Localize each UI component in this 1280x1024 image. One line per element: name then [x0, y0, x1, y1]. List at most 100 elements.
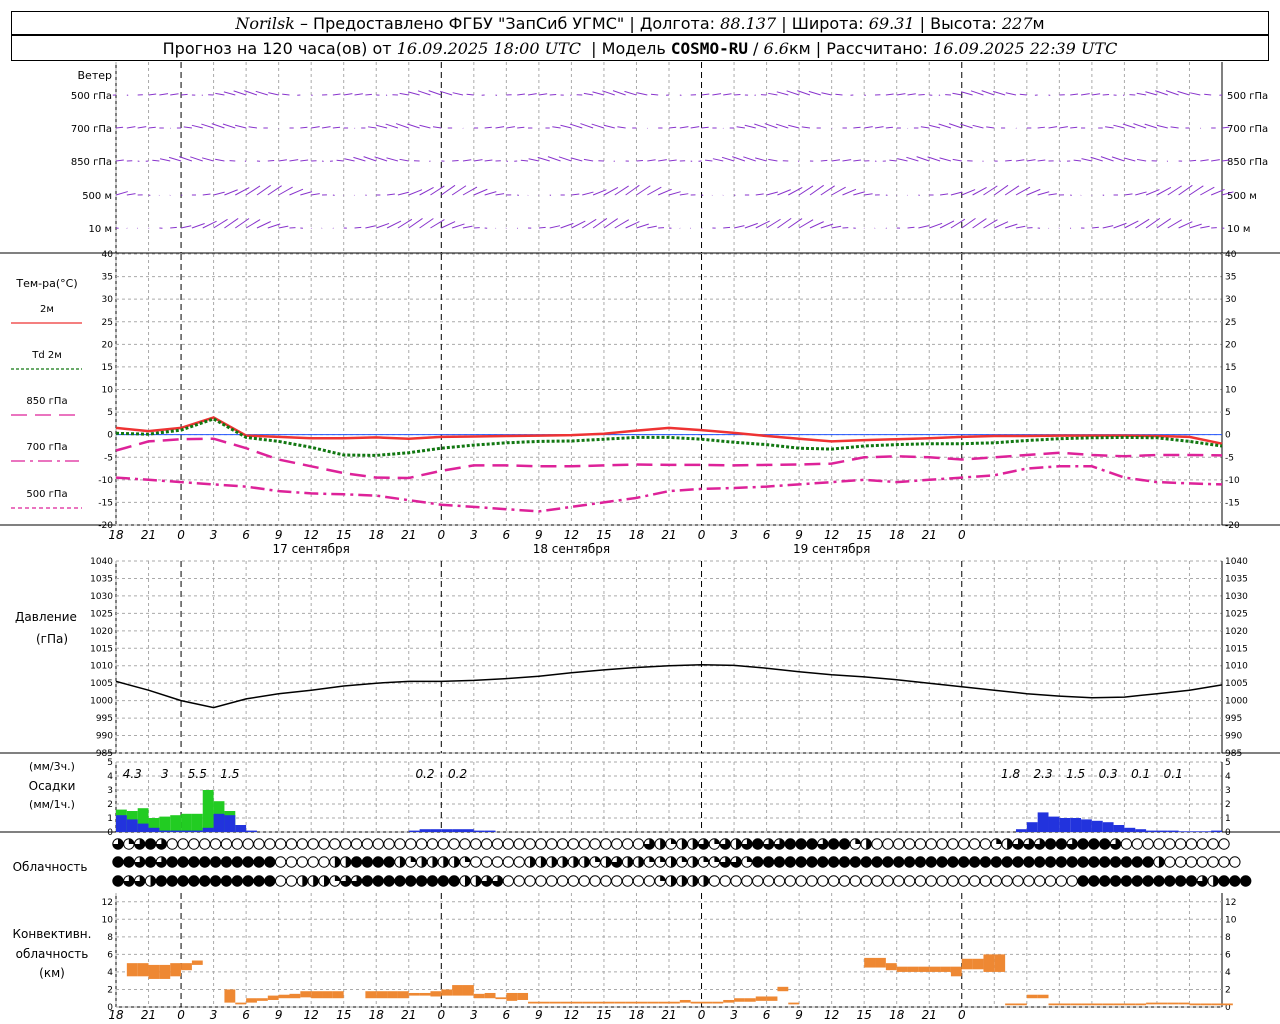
wind-barb — [874, 126, 884, 129]
cloud-symbol — [1077, 875, 1089, 887]
conv-panel-tick-right: 2 — [1225, 985, 1231, 995]
time-tick-label-bottom: 21 — [922, 1008, 937, 1022]
pressure-panel-tick-left: 1010 — [90, 662, 113, 672]
conv-cloud-bar — [289, 993, 301, 999]
cloud-symbol-outline — [925, 875, 937, 887]
cloud-symbol-fill — [221, 856, 232, 868]
cloud-symbol — [958, 856, 970, 868]
cloud-symbol — [524, 875, 536, 887]
wind-barb — [1015, 159, 1025, 162]
cloud-symbol — [1196, 838, 1209, 850]
cloud-symbol — [470, 838, 482, 850]
wind-barb — [126, 126, 136, 129]
cloud-symbol-outline — [730, 875, 742, 887]
wind-barb — [278, 225, 289, 229]
wind-barb — [224, 218, 239, 229]
conv-cloud-bar — [1135, 1003, 1147, 1006]
cloud-symbol — [903, 838, 916, 850]
cloud-symbol — [491, 875, 504, 887]
cloud-symbol — [827, 856, 840, 868]
wind-barb — [115, 126, 124, 129]
cloud-symbol — [1023, 875, 1035, 887]
cloud-symbol-fill — [167, 856, 178, 868]
precip-1h-bar — [181, 830, 192, 832]
cloud-symbol — [708, 838, 721, 850]
cloud-symbol-outline — [882, 838, 894, 850]
cloud-symbol-outline — [567, 875, 580, 887]
conv-cloud-bar — [929, 966, 941, 972]
cloud-symbol-outline — [556, 875, 569, 887]
cloud-symbol — [697, 838, 710, 850]
cloud-symbol-fill — [806, 856, 818, 868]
cloud-symbol-fill — [720, 838, 731, 850]
pressure-panel-tick-right: 985 — [1225, 749, 1242, 759]
wind-barb — [365, 93, 372, 96]
cloud-symbol — [1044, 875, 1057, 887]
cloud-symbol-fill — [660, 838, 666, 850]
wind-barb — [636, 185, 651, 196]
cloud-symbol — [676, 856, 688, 868]
cloud-symbol — [209, 875, 222, 887]
cloud-symbol — [448, 875, 460, 887]
cloud-symbol-fill — [936, 856, 948, 868]
cloud-symbol-fill — [958, 856, 969, 868]
wind-barb — [986, 126, 995, 129]
cloud-symbol — [708, 875, 721, 887]
cloud-symbol — [1120, 875, 1133, 887]
wind-barb — [332, 93, 341, 96]
cloud-symbol — [329, 856, 341, 868]
wind-level-label-left: 10 м — [89, 224, 112, 235]
conv-cloud-bar — [788, 1002, 800, 1005]
wind-barb — [353, 156, 366, 162]
precip-3h-bar — [159, 816, 171, 832]
wind-barb — [1145, 217, 1161, 229]
wind-barb — [484, 126, 492, 129]
precip-1h-bar — [1070, 818, 1082, 832]
wind-barb — [397, 218, 413, 229]
cloud-symbol — [383, 875, 395, 887]
wind-barb — [1178, 221, 1193, 229]
cloud-symbol — [925, 856, 937, 868]
precip-1h-bar — [213, 813, 225, 832]
precip-1h-bar — [1156, 830, 1168, 832]
cloud-symbol — [632, 838, 645, 850]
time-tick-label-bottom: 18 — [108, 1008, 124, 1022]
cloud-symbol-fill — [855, 838, 861, 844]
cloud-symbol-fill — [112, 875, 124, 887]
pressure-panel-tick-right: 1040 — [1225, 557, 1248, 567]
wind-barb — [734, 93, 741, 96]
precip-1h-bar — [235, 825, 247, 832]
cloud-symbol — [621, 856, 634, 868]
cloud-symbol — [144, 838, 157, 850]
cloud-symbol — [264, 838, 276, 850]
cloud-symbol-fill — [746, 856, 753, 862]
wind-level-label-right: 500 гПа — [1227, 91, 1268, 102]
conv-cloud-bar — [636, 1001, 648, 1004]
cloud-symbol-fill — [145, 838, 156, 850]
cloud-symbol — [979, 875, 992, 887]
wind-barb — [452, 159, 459, 162]
wind-barb — [419, 218, 434, 229]
cloud-symbol — [741, 838, 753, 850]
wind-barb — [300, 191, 313, 196]
time-tick-label-bottom: 3 — [210, 1008, 218, 1022]
wind-barb — [255, 90, 268, 96]
conv-cloud-bar — [538, 1001, 550, 1004]
cloud-symbol — [199, 856, 211, 868]
precip-total-label: 0.2 — [415, 767, 434, 781]
cloud-symbol — [491, 838, 504, 850]
precip-ylabel-top: (мм/3ч.) — [29, 760, 75, 773]
cloud-symbol-fill — [1121, 875, 1132, 887]
wind-barb — [278, 186, 293, 196]
pressure-panel: 1040 1040 1035 1035 1030 1030 1025 1025 1020 1020… — [0, 557, 1280, 759]
wind-barb — [1156, 186, 1172, 196]
cloud-symbol-fill — [1034, 856, 1045, 868]
wind-barb — [853, 159, 862, 162]
precip-3h-bar — [137, 808, 149, 832]
time-tick-label: 6 — [503, 528, 511, 542]
wind-barb — [766, 218, 781, 229]
cloud-symbol — [632, 875, 645, 887]
wind-barb — [1190, 92, 1201, 96]
cloud-symbol — [611, 856, 623, 868]
cloud-symbol-fill — [774, 856, 785, 868]
